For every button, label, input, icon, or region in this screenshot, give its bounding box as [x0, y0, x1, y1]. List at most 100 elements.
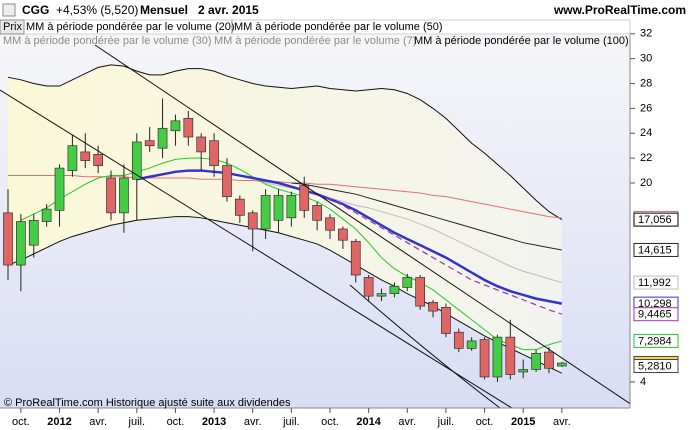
candle-body [299, 185, 310, 211]
x-tick-label: 2012 [47, 416, 71, 428]
value-tag-label: 9,4465 [638, 309, 672, 321]
legend-price: Prix [3, 21, 22, 33]
symbol: CGG [22, 3, 49, 17]
candle-body [196, 136, 207, 153]
y-tick-label: 30 [640, 53, 652, 65]
candle-body [183, 117, 194, 138]
candle-body [119, 177, 129, 214]
value-tag [633, 242, 679, 257]
candle-body [415, 277, 426, 307]
ma-line [291, 182, 562, 251]
candle-body [453, 331, 464, 349]
candle-body [466, 340, 477, 349]
band-upper [7, 64, 563, 221]
ma-line [8, 175, 562, 219]
trend-line [0, 89, 513, 408]
candle-body [157, 127, 168, 149]
candle-body [67, 145, 78, 171]
y-tick-label: 22 [640, 152, 652, 164]
candle-body [209, 140, 219, 166]
value-tag-label: 11,992 [638, 277, 671, 289]
x-tick-label: avr. [398, 416, 416, 428]
x-tick-label: juil. [282, 416, 300, 428]
value-tag [633, 359, 679, 374]
value-tag-label: 5,2810 [638, 360, 672, 372]
ma-line [136, 169, 563, 305]
candle-body [286, 195, 297, 219]
candle-body [80, 151, 91, 161]
candle-body [544, 351, 554, 369]
candle-body [389, 285, 400, 295]
candle-body [54, 167, 65, 211]
candle-body [441, 306, 451, 334]
legend-entry: MM à période pondérée par le volume (50) [234, 21, 443, 33]
y-tick-label: 28 [640, 77, 652, 89]
candle-body [41, 208, 52, 222]
candle-body [234, 198, 245, 216]
x-tick-label: 2013 [202, 416, 226, 428]
candle-body [376, 293, 387, 297]
candle-body [350, 241, 361, 276]
candle-body [3, 212, 13, 266]
candle-body [273, 195, 284, 221]
candle-body [222, 165, 232, 198]
y-tick-label: 20 [640, 177, 652, 189]
candle-body [402, 277, 413, 288]
y-tick-label: 26 [640, 102, 652, 114]
candle-body [479, 339, 490, 378]
legend-row [0, 19, 631, 35]
x-axis-area [0, 408, 690, 430]
header [0, 0, 690, 20]
candle-body [144, 140, 155, 147]
source: www.ProRealTime.com [553, 3, 686, 17]
candle-body [106, 177, 116, 214]
period: Mensuel [140, 3, 188, 17]
legend-entry: MM à période pondérée par le volume (20) [26, 21, 235, 33]
trend-line [94, 44, 630, 405]
y-tick-label: 32 [640, 28, 652, 40]
icon [2, 3, 16, 17]
x-tick-label: juil. [128, 416, 146, 428]
x-tick-label: avr. [553, 416, 571, 428]
x-tick-label: oct. [167, 416, 185, 428]
candle-body [28, 219, 39, 246]
candle-body [531, 352, 541, 370]
change: +4,53% (5,520) [56, 3, 138, 17]
footer: © ProRealTime.com Historique ajusté suit… [4, 397, 291, 409]
value-tag-label: 14,615 [638, 244, 672, 256]
x-tick-label: avr. [89, 416, 107, 428]
y-tick-label: 4 [640, 376, 646, 388]
value-tag-label: 10,298 [638, 298, 672, 310]
candle-body [363, 277, 374, 297]
y-tick-label: 24 [640, 127, 652, 139]
candle-body [312, 205, 322, 221]
value-tag [633, 275, 679, 290]
x-tick-label: 2015 [511, 416, 535, 428]
value-tag-label: 7,2984 [638, 335, 672, 347]
x-tick-label: oct. [321, 416, 339, 428]
x-tick-label: oct. [12, 416, 30, 428]
legend-entry: MM à période pondérée par le volume (7) [214, 35, 416, 47]
legend-entry: MM à période pondérée par le volume (30) [3, 35, 212, 47]
candle-body [247, 212, 258, 230]
trend-lines [0, 44, 630, 408]
candle-body [505, 336, 516, 375]
x-tick-label: avr. [244, 416, 262, 428]
candle-body [260, 195, 271, 230]
candle-body [338, 228, 348, 241]
candle-body [170, 120, 181, 132]
candle-body [131, 141, 142, 180]
plot [3, 64, 567, 382]
legend-entry: MM à période pondérée par le volume (100… [414, 35, 629, 47]
date: 2 avr. 2015 [198, 3, 259, 17]
value-tag [633, 212, 679, 227]
value-tag-label: 17,056 [638, 214, 672, 226]
candle-body [556, 362, 567, 367]
candle-body [518, 369, 529, 373]
dashed-line [316, 193, 563, 315]
candle-body [428, 302, 438, 312]
x-tick-label: oct. [476, 416, 494, 428]
value-tag [633, 307, 679, 322]
candle-body [93, 154, 104, 166]
